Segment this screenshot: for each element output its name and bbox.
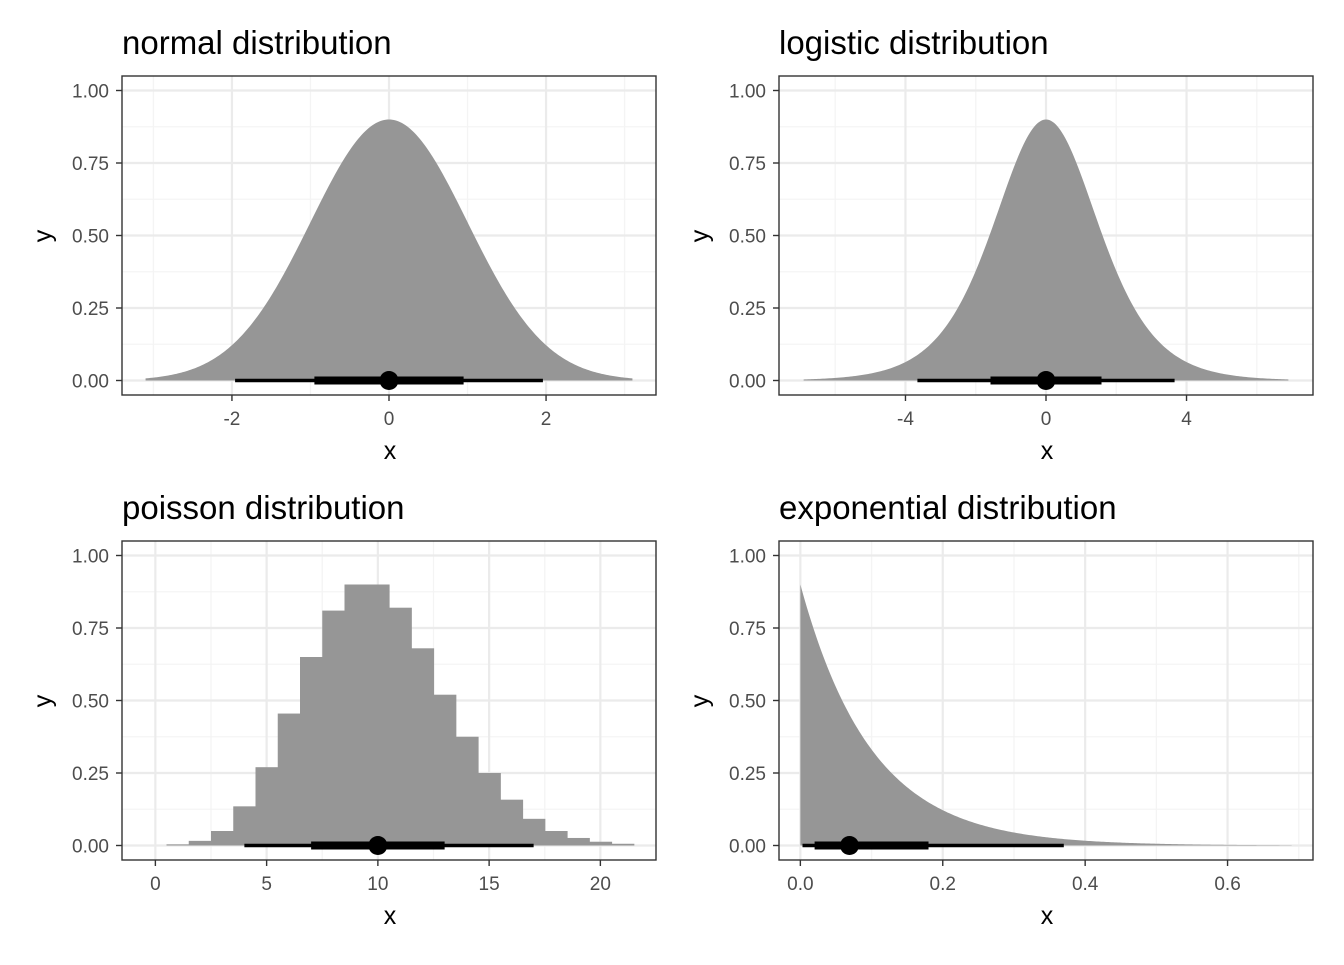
y-axis-title: y	[29, 229, 57, 242]
y-tick-label: 1.00	[729, 547, 766, 568]
histogram-bar	[211, 831, 234, 846]
point-estimate	[368, 836, 388, 855]
histogram-bar	[455, 736, 479, 846]
histogram-bar	[300, 657, 323, 846]
point-estimate	[839, 836, 859, 855]
histogram-bar	[366, 584, 390, 846]
x-tick-label: 0.2	[930, 874, 956, 895]
histogram-bar	[611, 843, 635, 846]
panel-logistic: logistic distribution 0.00 0.25 0.50 0.75 1.…	[686, 24, 1314, 465]
panel-normal: normal distribution 0.00 0.25 0.50 0.75 1.00…	[29, 24, 657, 465]
histogram-bar	[233, 806, 257, 846]
plot-area: 0.00 0.25 0.50 0.75 1.00 0.0 0.2 0.4 0.6	[729, 540, 1314, 895]
plot-area: 0.00 0.25 0.50 0.75 1.00 -4 0 4	[729, 75, 1314, 430]
histogram-bar	[500, 799, 524, 846]
histogram-bar	[433, 694, 457, 846]
plot-area: 0.00 0.25 0.50 0.75 1.00 0 5 10 15 20	[72, 540, 657, 895]
x-tick-label: 0.0	[787, 874, 813, 895]
y-tick-label: 0.25	[729, 299, 766, 320]
histogram-bar	[478, 773, 501, 846]
y-axis-title: y	[686, 694, 714, 707]
y-tick-label: 0.50	[72, 227, 109, 248]
panel-poisson: poisson distribution 0.00 0.25 0.50 0.75 1.0…	[29, 489, 657, 930]
y-tick-label: 0.00	[729, 837, 766, 858]
y-tick-label: 0.75	[72, 154, 109, 175]
density-area	[803, 119, 1289, 381]
x-tick-label: 0	[1041, 409, 1052, 430]
histogram-bar	[389, 607, 412, 846]
x-axis-title: x	[1041, 902, 1054, 930]
x-axis-title: x	[384, 437, 397, 465]
x-tick-label: 20	[590, 874, 611, 895]
panel-title: exponential distribution	[779, 489, 1117, 526]
density-area	[145, 119, 633, 381]
panel-title: logistic distribution	[779, 24, 1049, 61]
histogram-bar	[188, 840, 212, 846]
y-tick-label: 1.00	[72, 82, 109, 103]
panel-title: normal distribution	[122, 24, 392, 61]
x-tick-label: 2	[541, 409, 552, 430]
y-tick-label: 1.00	[72, 547, 109, 568]
plot-area: 0.00 0.25 0.50 0.75 1.00 -2 0 2	[72, 75, 657, 430]
histogram-bar	[544, 831, 568, 846]
x-tick-label: 0.6	[1214, 874, 1240, 895]
histogram-bar	[589, 841, 613, 846]
x-axis-title: x	[1041, 437, 1054, 465]
y-tick-label: 0.50	[729, 227, 766, 248]
x-tick-label: 0	[384, 409, 395, 430]
density-area	[800, 584, 1292, 846]
histogram-bar	[322, 610, 346, 846]
x-tick-label: 0.4	[1072, 874, 1099, 895]
x-tick-label: -4	[897, 409, 914, 430]
y-tick-label: 0.00	[72, 372, 109, 393]
y-tick-label: 0.50	[72, 692, 109, 713]
x-axis-title: x	[384, 902, 397, 930]
y-tick-label: 0.00	[729, 372, 766, 393]
y-tick-label: 0.75	[72, 619, 109, 640]
y-tick-label: 0.25	[72, 764, 109, 785]
y-tick-label: 0.75	[729, 154, 766, 175]
histogram-bar	[522, 818, 546, 846]
y-tick-label: 0.00	[72, 837, 109, 858]
x-tick-label: 5	[261, 874, 272, 895]
histogram-bar	[277, 713, 301, 846]
histogram-bar	[255, 767, 279, 846]
y-tick-label: 0.25	[729, 764, 766, 785]
y-tick-label: 0.25	[72, 299, 109, 320]
y-axis-title: y	[686, 229, 714, 242]
y-tick-label: 1.00	[729, 82, 766, 103]
histogram-bar	[166, 844, 190, 846]
x-tick-label: 10	[367, 874, 388, 895]
x-tick-label: 4	[1181, 409, 1192, 430]
y-axis-title: y	[29, 694, 57, 707]
panel-exponential: exponential distribution 0.00 0.25 0.50 0.7…	[686, 489, 1314, 930]
histogram-bar	[567, 837, 590, 846]
histogram-bar	[344, 584, 368, 846]
panel-title: poisson distribution	[122, 489, 405, 526]
x-tick-label: 15	[479, 874, 500, 895]
y-tick-label: 0.50	[729, 692, 766, 713]
x-tick-label: -2	[223, 409, 240, 430]
histogram-bar	[411, 648, 435, 846]
point-estimate	[1036, 371, 1056, 390]
y-tick-label: 0.75	[729, 619, 766, 640]
point-estimate	[379, 371, 399, 390]
x-tick-label: 0	[150, 874, 161, 895]
